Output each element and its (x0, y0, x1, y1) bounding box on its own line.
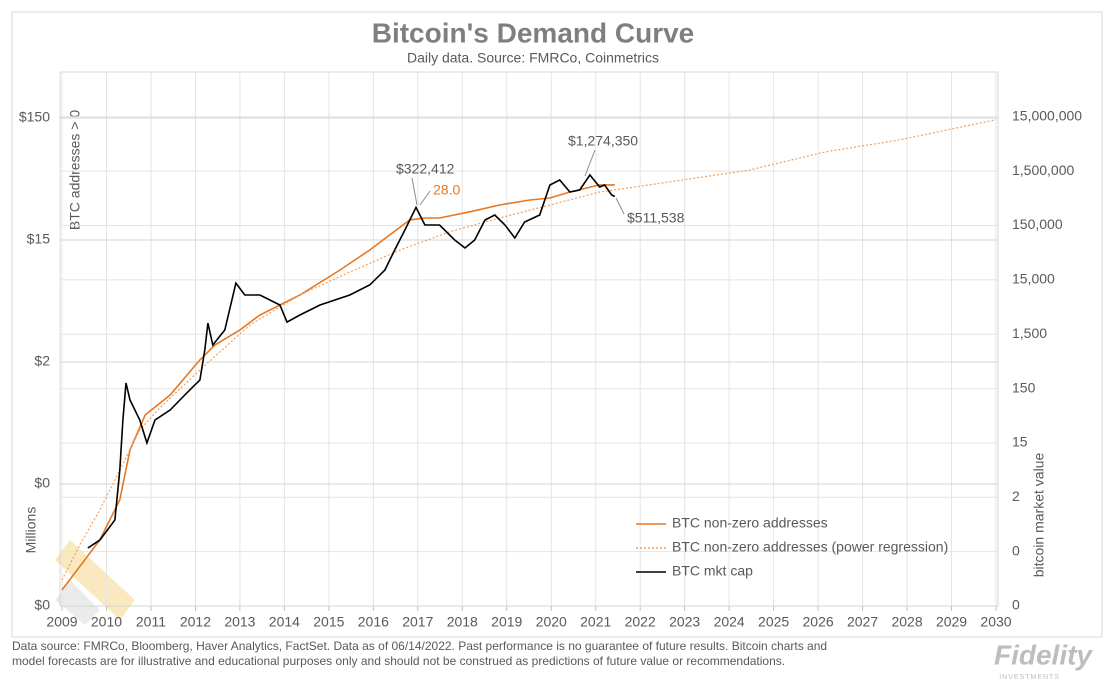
annotation-leader (419, 190, 431, 206)
annotation-leader (411, 177, 418, 206)
y-tick-label: $0 (34, 597, 50, 613)
x-tick-label: 2020 (536, 614, 567, 630)
logo: Fidelity (994, 639, 1093, 670)
y-axis-unit: Millions (23, 507, 39, 554)
y2-tick-label: 0 (1012, 597, 1020, 613)
x-tick-label: 2016 (358, 614, 389, 630)
annotation: $322,412 (396, 161, 455, 177)
y2-tick-label: 150 (1012, 379, 1036, 395)
footnote: Data source: FMRCo, Bloomberg, Haver Ana… (12, 639, 827, 653)
plot-area (59, 71, 999, 607)
series-line (61, 119, 997, 581)
x-tick-label: 2023 (669, 614, 700, 630)
annotation: $511,538 (627, 210, 685, 226)
y2-axis-title: bitcoin market value (1031, 453, 1047, 578)
annotation-leader (615, 197, 625, 215)
y2-tick-label: 2 (1012, 488, 1020, 504)
x-tick-label: 2014 (269, 614, 300, 630)
x-tick-label: 2025 (758, 614, 789, 630)
x-tick-label: 2013 (224, 614, 255, 630)
annotation: 28.0 (433, 182, 460, 198)
x-tick-label: 2024 (714, 614, 745, 630)
chart-title: Bitcoin's Demand Curve (372, 17, 695, 48)
watermark (55, 540, 135, 625)
y-axis-title: BTC addresses > 0 (67, 110, 83, 230)
x-tick-label: 2027 (847, 614, 878, 630)
footnote: model forecasts are for illustrative and… (12, 654, 785, 668)
annotation-leader (584, 149, 596, 177)
y-tick-label: $15 (27, 231, 51, 247)
x-tick-label: 2011 (136, 614, 166, 630)
x-tick-label: 2030 (980, 614, 1011, 630)
y2-tick-label: 15,000,000 (1012, 107, 1082, 123)
y2-tick-label: 150,000 (1012, 216, 1063, 232)
y-tick-label: $150 (19, 109, 50, 125)
y2-tick-label: 1,500 (1012, 325, 1047, 341)
x-tick-label: 2015 (313, 614, 344, 630)
chart-subtitle: Daily data. Source: FMRCo, Coinmetrics (407, 50, 659, 66)
y2-tick-label: 15 (1012, 434, 1028, 450)
y2-tick-label: 15,000 (1012, 271, 1055, 287)
y-tick-label: $0 (34, 475, 50, 491)
x-tick-label: 2019 (491, 614, 522, 630)
annotation: $1,274,350 (568, 133, 638, 149)
y2-tick-label: 1,500,000 (1012, 162, 1074, 178)
x-tick-label: 2018 (447, 614, 478, 630)
x-tick-label: 2017 (402, 614, 433, 630)
x-tick-label: 2021 (580, 614, 611, 630)
x-tick-label: 2012 (180, 614, 211, 630)
series-line (87, 173, 616, 549)
x-tick-label: 2026 (803, 614, 834, 630)
legend-label: BTC non-zero addresses (672, 515, 828, 531)
logo-tagline: INVESTMENTS (999, 674, 1060, 681)
x-tick-label: 2028 (891, 614, 922, 630)
x-tick-label: 2022 (625, 614, 656, 630)
x-tick-label: 2009 (46, 614, 77, 630)
y2-tick-label: 0 (1012, 542, 1020, 558)
x-tick-label: 2029 (936, 614, 967, 630)
legend-label: BTC mkt cap (672, 563, 753, 579)
legend-label: BTC non-zero addresses (power regression… (672, 539, 948, 555)
y-tick-label: $2 (34, 353, 50, 369)
x-tick-label: 2010 (91, 614, 122, 630)
series-line (61, 184, 615, 591)
